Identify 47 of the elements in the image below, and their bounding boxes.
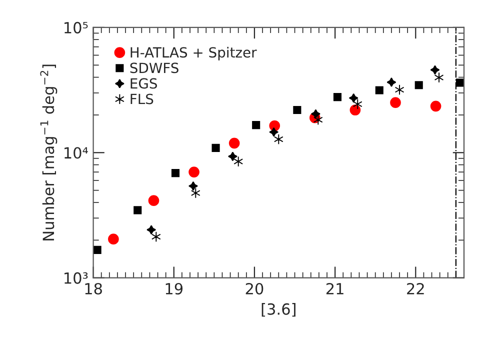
point	[386, 78, 396, 87]
point	[228, 152, 238, 162]
point	[212, 144, 220, 152]
point	[414, 81, 423, 90]
x-axis-title: [3.6]	[262, 303, 296, 317]
point	[352, 98, 362, 110]
point	[252, 121, 260, 130]
point	[430, 65, 440, 75]
point	[430, 100, 442, 112]
x-tick-label: 22	[407, 282, 424, 294]
legend-label: EGS	[130, 78, 157, 89]
y-axis-title: Number [mag$^{−1}$ deg$^{−2}$]	[40, 64, 58, 240]
point	[333, 93, 342, 102]
y-tick-label: 10³	[64, 272, 88, 284]
point	[390, 97, 401, 108]
point	[310, 109, 320, 119]
point	[313, 114, 323, 126]
point	[146, 225, 156, 234]
point	[234, 156, 244, 167]
x-tick-label: 19	[166, 282, 183, 295]
point	[269, 127, 279, 137]
x-tick-label: 18	[85, 282, 102, 295]
x-tick-label: 20	[246, 282, 264, 295]
point	[350, 104, 361, 116]
point	[274, 134, 284, 145]
point	[108, 234, 119, 244]
point	[434, 72, 444, 83]
y-tick-label: 10⁴	[64, 147, 88, 159]
point	[375, 86, 384, 94]
point	[134, 206, 142, 214]
point	[93, 246, 102, 254]
point	[348, 93, 358, 103]
y-tick-label: 10⁵	[64, 22, 88, 34]
legend-label: SDWFS	[130, 62, 178, 74]
legend-label: H-ATLAS + Spitzer	[130, 46, 257, 60]
point	[188, 166, 200, 178]
legend-label: FLS	[130, 94, 154, 104]
point	[171, 169, 180, 178]
point	[148, 195, 160, 206]
point	[394, 84, 404, 96]
point	[456, 78, 464, 87]
point	[228, 138, 240, 149]
point	[293, 106, 302, 114]
x-tick-label: 21	[326, 282, 344, 294]
point	[188, 181, 198, 191]
point	[151, 231, 161, 242]
point	[190, 188, 200, 198]
